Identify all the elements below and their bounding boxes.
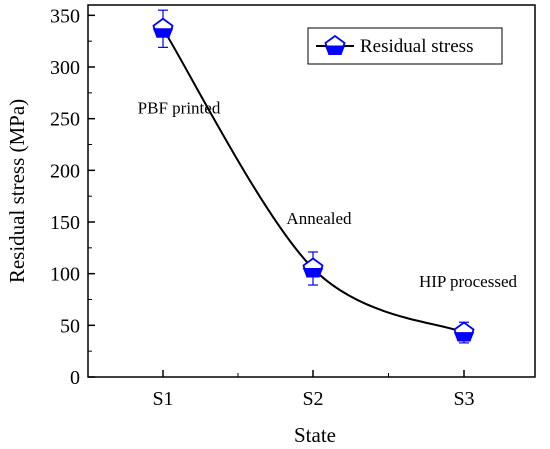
y-tick-label: 350 [50,5,80,27]
y-tick-label: 150 [50,212,80,234]
y-axis: 0 50 100 150 200 250 300 350 [50,5,95,389]
y-axis-title: Residual stress (MPa) [5,99,29,283]
marker-fill [453,332,475,342]
y-tick-label: 200 [50,160,80,182]
annotations: PBF printed Annealed HIP processed [138,99,518,292]
marker-fill [152,28,174,38]
x-tick-label: S3 [453,388,474,410]
data-point [453,321,475,344]
legend: Residual stress [307,27,503,65]
x-tick-label: S2 [302,388,323,410]
y-tick-label: 100 [50,264,80,286]
data-point [152,9,174,48]
x-axis-title: State [294,423,336,447]
data-point [302,251,324,286]
annotation-label: PBF printed [138,99,221,118]
marker-fill [302,268,324,278]
x-axis: S1 S2 S3 [152,370,475,410]
legend-marker-group [324,34,346,55]
legend-marker-fill [324,45,346,55]
legend-label: Residual stress [360,36,473,57]
annotation-label: HIP processed [419,272,518,291]
y-tick-label: 300 [50,57,80,79]
y-tick-label: 250 [50,109,80,131]
y-tick-label: 50 [60,315,80,337]
data-points [152,9,475,344]
annotation-label: Annealed [286,209,352,228]
y-tick-label: 0 [70,367,80,389]
plot-frame [87,4,536,378]
x-tick-label: S1 [152,388,173,410]
